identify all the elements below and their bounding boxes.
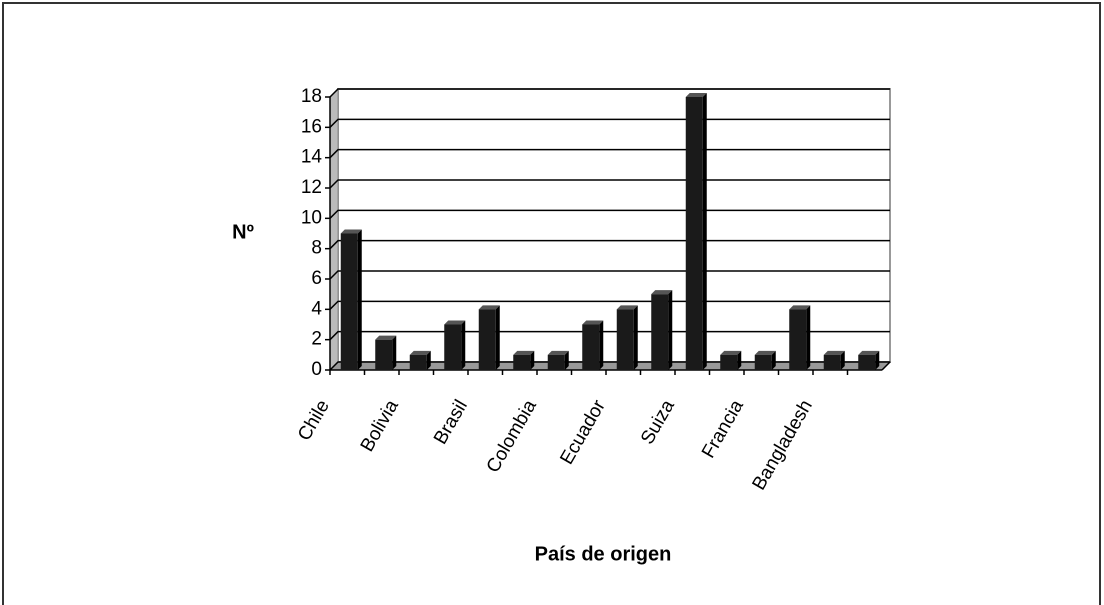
y-tick-label: 4 [311,298,322,319]
bar-side [495,305,500,370]
y-tick-label: 6 [311,268,322,289]
bar-top [478,305,500,310]
bar-top [858,350,880,355]
bar [789,309,807,370]
bar-side [599,320,604,370]
bar-top [582,320,604,325]
grid-line [329,88,890,98]
y-tick-label: 18 [301,86,322,107]
bar-top [547,350,569,355]
bar-side [461,320,466,370]
bar-side [806,305,811,370]
x-tick-label: Chile [294,397,334,445]
bar-top [409,350,431,355]
bar [340,233,358,370]
bar-top [789,305,811,310]
x-tick-label: Suiza [637,396,679,448]
x-axis-depth [881,361,891,371]
x-tick-label: Ecuador [556,396,610,468]
bar [444,324,462,370]
y-tick-label: 10 [301,207,322,228]
bar-top [720,350,742,355]
bar [823,354,841,370]
x-tick-label: Francia [698,396,748,462]
bar-side [564,350,569,370]
bar [616,309,634,370]
bar-side [357,229,362,370]
bar-top [651,290,673,295]
bar [375,339,393,370]
x-tick-label: Brasil [430,397,472,449]
bar-top [444,320,466,325]
y-tick-label: 0 [311,359,322,380]
bar [582,324,600,370]
y-tick-label: 8 [311,238,322,259]
bar-side [426,350,431,370]
bar-top [616,305,638,310]
bar [720,354,738,370]
bar [409,354,427,370]
bar [685,97,703,370]
bar-top [685,93,707,97]
bar [478,309,496,370]
bar-top [754,350,776,355]
bar-side [771,350,776,370]
bar-top [823,350,845,355]
bar-side [392,335,397,370]
x-tick-label: Bangladesh [749,397,817,494]
y-tick-label: 12 [301,177,322,198]
bar-side [633,305,638,370]
bar-side [668,290,673,370]
bar-side [530,350,535,370]
bar-side [702,93,707,370]
bar-side [840,350,845,370]
bar-top [375,335,397,340]
side-wall [329,87,339,372]
bar-side [875,350,880,370]
bar [651,294,669,370]
bar [513,354,531,370]
bar-top [513,350,535,355]
y-tick-label: 2 [311,329,322,350]
bar [858,354,876,370]
y-tick-label: 14 [301,147,323,168]
bar [754,354,772,370]
y-tick-label: 16 [301,116,322,137]
bar-top [340,229,362,234]
x-tick-label: Bolivia [357,396,403,455]
bar [547,354,565,370]
bar-side [737,350,742,370]
x-axis-label: País de origen [535,543,672,565]
x-tick-label: Colombia [483,396,542,476]
y-axis-label: Nº [232,221,254,243]
